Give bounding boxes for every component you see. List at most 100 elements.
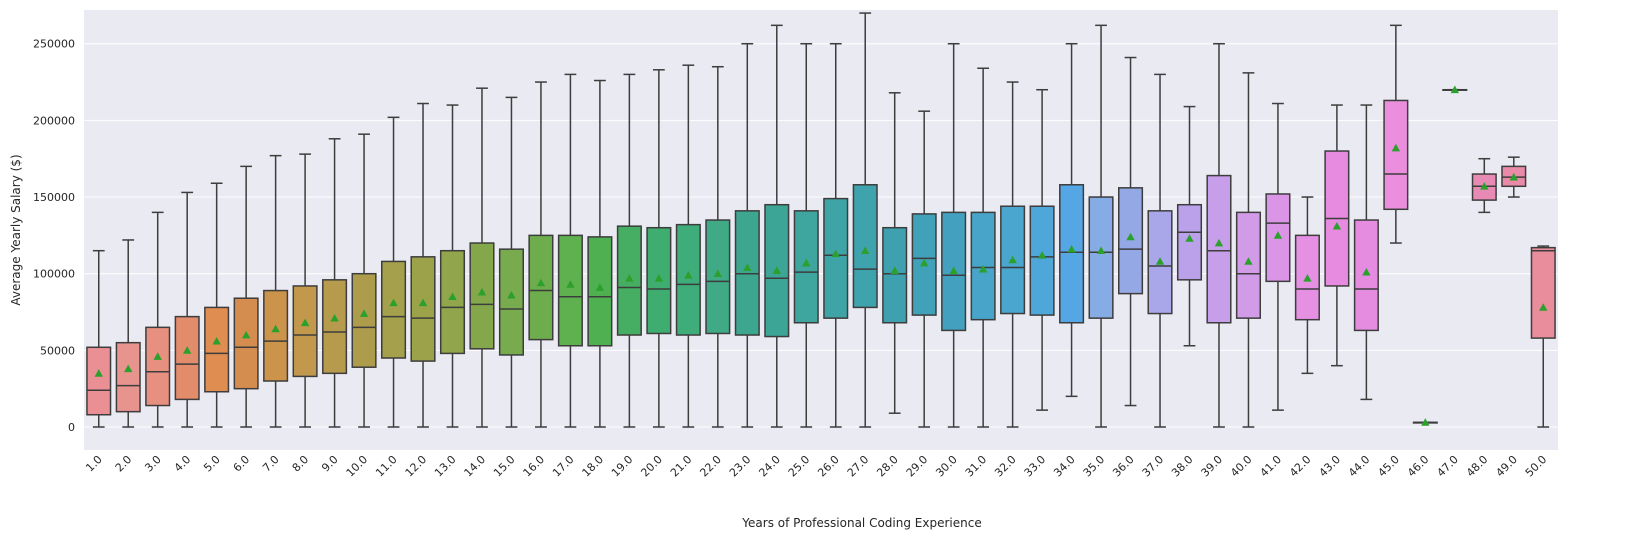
x-tick-label: 21.0 (668, 453, 695, 480)
box-39.0 (1206, 42, 1232, 428)
x-tick-label: 41.0 (1258, 453, 1285, 480)
x-tick-label: 28.0 (874, 453, 901, 480)
y-tick-label: 250000 (33, 38, 75, 51)
mean-marker (1067, 244, 1076, 253)
x-tick-label: 13.0 (432, 453, 459, 480)
box-1.0 (86, 249, 112, 428)
box-13.0 (439, 104, 466, 428)
y-tick-label: 150000 (33, 191, 75, 204)
box-iqr (233, 297, 259, 390)
mean-marker (949, 266, 958, 274)
box-22.0 (705, 65, 731, 428)
box-27.0 (852, 12, 878, 428)
y-tick-labels: 0 50000 100000 150000 200000 250000 (33, 38, 75, 434)
box-iqr (292, 285, 318, 378)
x-tick-label: 45.0 (1375, 453, 1402, 480)
box-iqr (322, 279, 348, 375)
x-axis-label: Years of Professional Coding Experience (741, 516, 981, 530)
box-iqr (528, 234, 554, 341)
x-tick-label: 38.0 (1169, 453, 1196, 480)
box-iqr (380, 260, 407, 359)
box-41.0 (1265, 102, 1291, 411)
mean-marker (1332, 221, 1342, 230)
box-iqr (823, 197, 849, 319)
x-tick-label: 20.0 (638, 453, 665, 480)
x-tick-label: 3.0 (142, 453, 164, 475)
box-5.0 (204, 182, 230, 428)
y-tick-label: 200000 (33, 114, 75, 127)
box-17.0 (557, 73, 583, 428)
mean-marker (1421, 418, 1430, 426)
box-26.0 (823, 42, 849, 428)
x-tick-label: 37.0 (1140, 453, 1167, 480)
box-45.0 (1383, 24, 1409, 244)
box-iqr (263, 289, 289, 382)
y-tick-label: 50000 (40, 344, 75, 357)
mean-marker (1509, 172, 1518, 181)
x-tick-label: 44.0 (1346, 453, 1373, 480)
box-6.0 (233, 165, 259, 428)
mean-marker (1391, 143, 1401, 152)
box-44.0 (1353, 104, 1379, 401)
mean-marker (94, 369, 103, 377)
mean-marker (477, 287, 487, 296)
mean-marker (1214, 238, 1224, 247)
box-33.0 (1029, 88, 1055, 411)
mean-marker (1273, 231, 1283, 239)
box-10.0 (351, 133, 377, 428)
box-4.0 (174, 191, 200, 428)
x-tick-label: 40.0 (1228, 453, 1255, 480)
x-tick-label: 39.0 (1199, 453, 1226, 480)
box-24.0 (764, 24, 790, 428)
mean-marker (890, 266, 899, 274)
box-21.0 (675, 64, 701, 428)
mean-marker (212, 336, 221, 345)
box-18.0 (587, 79, 613, 428)
box-34.0 (1059, 42, 1085, 398)
box-30.0 (941, 42, 967, 428)
x-tick-label: 24.0 (756, 453, 783, 480)
box-iqr (1117, 187, 1144, 295)
mean-marker (536, 278, 546, 287)
x-tick-label: 34.0 (1051, 453, 1078, 480)
box-23.0 (734, 42, 760, 428)
x-tick-label: 49.0 (1493, 453, 1520, 480)
x-tick-label: 33.0 (1022, 453, 1049, 480)
mean-marker (772, 266, 781, 274)
x-tick-labels: 1.0 2.0 3.0 4.0 5.0 6.0 7.0 8.0 9.0 10.0 11.0 12.0 1… (83, 453, 1549, 480)
x-tick-label: 8.0 (290, 453, 312, 475)
x-tick-label: 17.0 (550, 453, 577, 480)
mean-marker (861, 246, 870, 255)
mean-marker (1155, 257, 1165, 265)
box-35.0 (1088, 24, 1114, 428)
box-38.0 (1176, 105, 1203, 347)
mean-marker (241, 330, 251, 339)
box-48.0 (1471, 157, 1497, 214)
box-40.0 (1235, 72, 1262, 428)
mean-marker (802, 258, 811, 267)
x-tick-label: 48.0 (1464, 453, 1491, 480)
mean-marker (330, 313, 339, 322)
box-2.0 (115, 239, 141, 428)
box-15.0 (498, 96, 525, 428)
box-iqr (115, 341, 141, 413)
box-iqr (1383, 99, 1409, 211)
y-axis-label: Average Yearly Salary ($) (9, 154, 23, 305)
box-31.0 (970, 67, 996, 428)
box-32.0 (1000, 81, 1026, 428)
box-46.0 (1412, 418, 1438, 426)
box-iqr (1088, 196, 1114, 319)
box-8.0 (292, 153, 318, 428)
y-tick-label: 0 (68, 421, 75, 434)
box-47.0 (1442, 85, 1468, 94)
x-tick-label: 50.0 (1523, 453, 1550, 480)
mean-marker (1244, 257, 1253, 265)
box-iqr (145, 326, 171, 407)
box-16.0 (528, 81, 554, 428)
x-tick-label: 4.0 (172, 453, 194, 475)
x-tick-label: 30.0 (933, 453, 960, 480)
x-tick-label: 14.0 (462, 453, 489, 480)
x-tick-label: 6.0 (231, 453, 253, 475)
x-tick-label: 19.0 (609, 453, 636, 480)
box-9.0 (322, 138, 348, 428)
